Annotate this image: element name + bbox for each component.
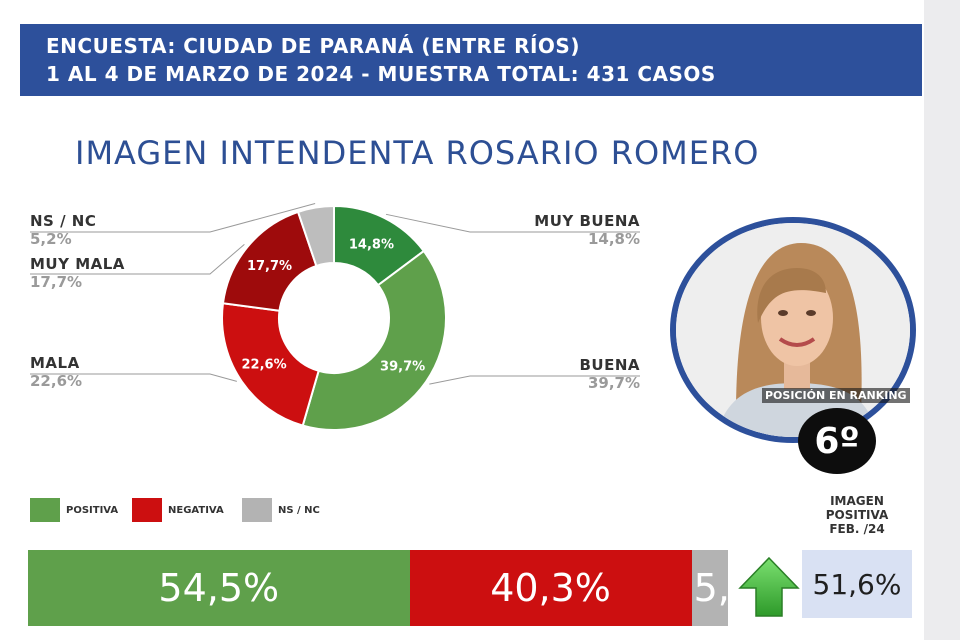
legend-swatch-negativa	[132, 498, 162, 522]
donut-slice-muy-buena	[333, 204, 426, 287]
previous-label-line-3: FEB. /24	[829, 522, 885, 536]
legend-label-ns-nc: NS / NC	[278, 504, 320, 516]
header-line-1: ENCUESTA: CIUDAD DE PARANÁ (ENTRE RÍOS)	[46, 34, 580, 58]
previous-value-label: IMAGEN POSITIVA FEB. /24	[808, 494, 906, 536]
donut-data-label: 17,7%	[247, 259, 292, 274]
label-muy-buena: MUY BUENA 14,8%	[500, 212, 640, 248]
donut-slice-muy-mala	[221, 210, 318, 312]
label-mala-name: MALA	[30, 354, 80, 372]
label-muy-mala-value: 17,7%	[30, 273, 83, 291]
donut-slices	[221, 204, 447, 431]
previous-label-line-2: POSITIVA	[825, 508, 889, 522]
header-line-2: 1 AL 4 DE MARZO DE 2024 - MUESTRA TOTAL:…	[46, 62, 716, 86]
label-buena-name: BUENA	[579, 356, 640, 374]
bar-label-ns-nc: 5,2%	[693, 566, 728, 610]
previous-label-line-1: IMAGEN	[830, 494, 884, 508]
portrait-illustration	[676, 223, 910, 437]
previous-value: 51,6%	[802, 550, 912, 618]
right-margin	[924, 0, 960, 640]
label-muy-mala-name: MUY MALA	[30, 255, 125, 273]
legend-item-positiva: POSITIVA	[30, 498, 118, 522]
survey-header: ENCUESTA: CIUDAD DE PARANÁ (ENTRE RÍOS) …	[20, 24, 922, 96]
bar-segment-positiva: 54,5%	[28, 550, 410, 626]
label-mala-value: 22,6%	[30, 372, 83, 390]
chart-title: IMAGEN INTENDENTA ROSARIO ROMERO	[75, 134, 760, 172]
legend-label-positiva: POSITIVA	[66, 504, 119, 516]
stacked-bar: 54,5% 40,3% 5,2%	[28, 550, 728, 626]
label-muy-mala: MUY MALA 17,7%	[30, 255, 125, 291]
label-muy-buena-name: MUY BUENA	[534, 212, 640, 230]
legend-swatch-positiva	[30, 498, 60, 522]
bar-segment-negativa: 40,3%	[409, 550, 692, 626]
legend-item-negativa: NEGATIVA	[132, 498, 224, 522]
label-buena-value: 39,7%	[587, 374, 640, 392]
bar-label-positiva: 54,5%	[158, 566, 280, 610]
donut-data-label: 22,6%	[242, 358, 287, 373]
donut-data-label: 14,8%	[349, 237, 394, 252]
legend-swatch-ns-nc	[242, 498, 272, 522]
label-ns-nc-name: NS / NC	[30, 212, 97, 230]
label-ns-nc: NS / NC 5,2%	[30, 212, 96, 248]
up-arrow-icon	[738, 556, 800, 617]
legend-item-ns-nc: NS / NC	[242, 498, 320, 522]
donut-slice-ns-nc	[296, 204, 335, 268]
donut-slice-buena	[301, 249, 447, 431]
donut-data-label: 39,7%	[380, 360, 425, 375]
donut-slice-mala	[221, 302, 320, 427]
donut-slice-labels: 14,8% 39,7% 22,6% 17,7%	[242, 237, 426, 374]
candidate-photo	[670, 217, 916, 443]
ranking-label: POSICIÓN EN RANKING	[762, 388, 910, 403]
label-buena: BUENA 39,7%	[500, 356, 640, 392]
bar-segment-ns-nc: 5,2%	[691, 550, 728, 626]
label-ns-nc-value: 5,2%	[30, 230, 72, 248]
label-muy-buena-value: 14,8%	[587, 230, 640, 248]
ranking-badge: 6º	[798, 408, 876, 474]
bar-label-negativa: 40,3%	[490, 566, 611, 610]
slide: ENCUESTA: CIUDAD DE PARANÁ (ENTRE RÍOS) …	[0, 0, 924, 640]
label-mala: MALA 22,6%	[30, 354, 82, 390]
legend-label-negativa: NEGATIVA	[168, 504, 224, 516]
